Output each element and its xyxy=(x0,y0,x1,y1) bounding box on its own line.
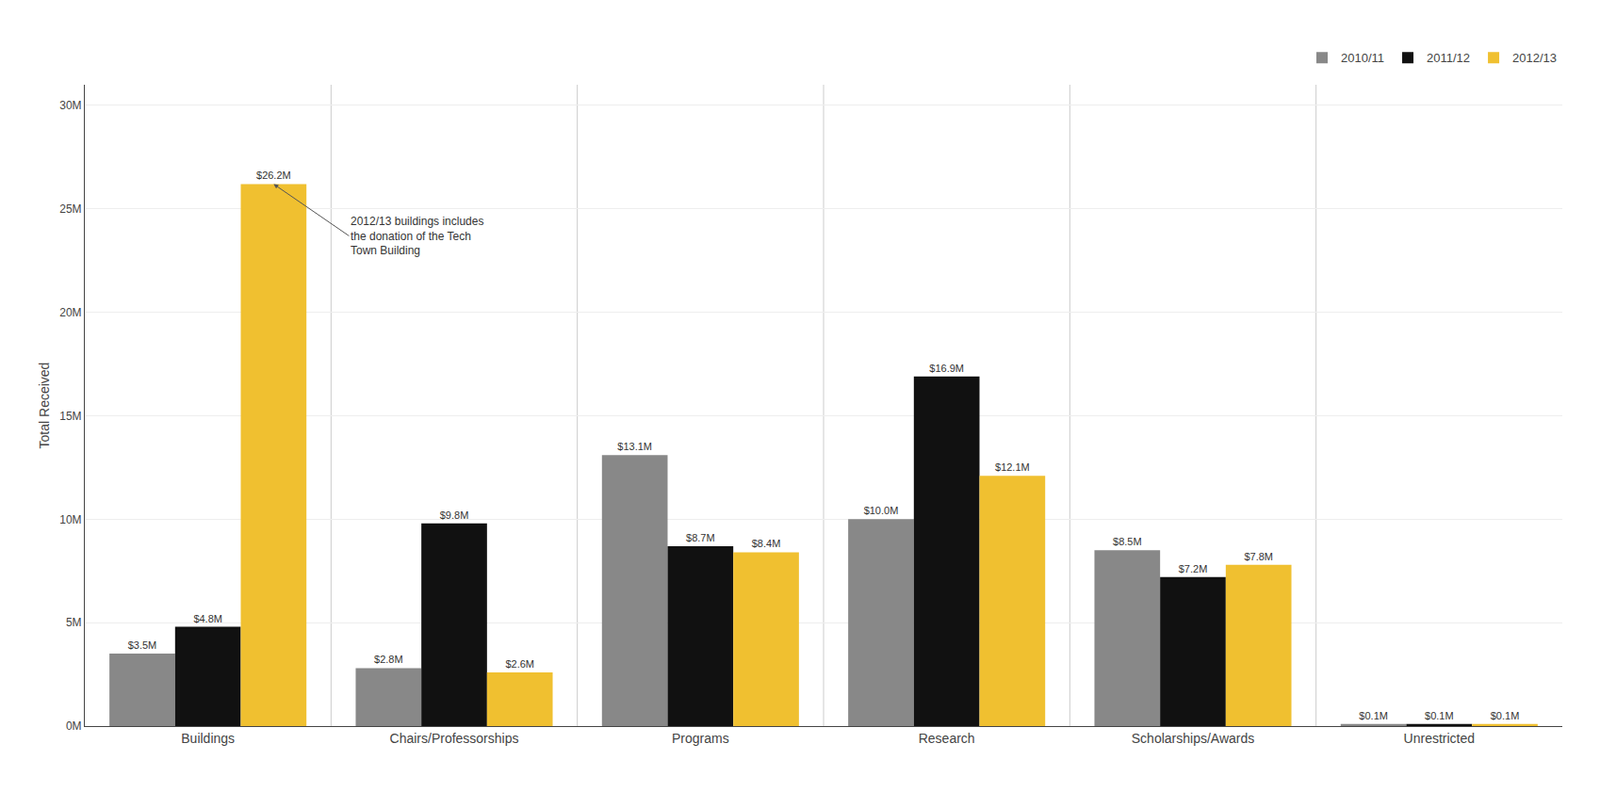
svg-text:$0.1M: $0.1M xyxy=(1424,710,1454,722)
svg-text:$2.6M: $2.6M xyxy=(505,658,535,670)
svg-text:$4.8M: $4.8M xyxy=(193,613,223,625)
svg-text:Programs: Programs xyxy=(671,731,730,747)
svg-text:25M: 25M xyxy=(59,202,82,216)
svg-text:Unrestricted: Unrestricted xyxy=(1404,731,1475,747)
svg-text:$0.1M: $0.1M xyxy=(1358,710,1388,722)
svg-text:2010/11: 2010/11 xyxy=(1340,50,1385,66)
svg-text:Chairs/Professorships: Chairs/Professorships xyxy=(390,731,520,747)
svg-text:$12.1M: $12.1M xyxy=(995,461,1030,474)
svg-text:$2.8M: $2.8M xyxy=(374,653,404,666)
svg-text:$7.2M: $7.2M xyxy=(1178,563,1209,575)
svg-text:30M: 30M xyxy=(59,98,82,113)
svg-text:2012/13 buildings includesthe: 2012/13 buildings includesthe donation o… xyxy=(350,214,484,258)
svg-text:20M: 20M xyxy=(59,306,82,320)
svg-text:10M: 10M xyxy=(59,513,82,527)
svg-text:Scholarships/Awards: Scholarships/Awards xyxy=(1131,731,1255,747)
svg-text:$8.4M: $8.4M xyxy=(751,538,782,550)
svg-text:$13.1M: $13.1M xyxy=(617,440,653,453)
svg-text:$9.8M: $9.8M xyxy=(440,509,470,522)
svg-text:$8.5M: $8.5M xyxy=(1112,536,1143,548)
svg-text:2011/12: 2011/12 xyxy=(1426,50,1470,66)
svg-text:$26.2M: $26.2M xyxy=(256,169,292,181)
svg-text:$7.8M: $7.8M xyxy=(1243,551,1274,563)
svg-text:15M: 15M xyxy=(59,409,82,424)
svg-text:2012/13: 2012/13 xyxy=(1512,50,1557,66)
svg-text:$10.0M: $10.0M xyxy=(864,505,899,517)
svg-text:Research: Research xyxy=(918,731,976,747)
svg-text:$16.9M: $16.9M xyxy=(929,362,964,375)
svg-text:Total Received: Total Received xyxy=(36,362,52,450)
svg-text:0M: 0M xyxy=(65,719,82,734)
svg-text:$8.7M: $8.7M xyxy=(685,532,716,544)
svg-text:$3.5M: $3.5M xyxy=(128,639,158,652)
svg-text:$0.1M: $0.1M xyxy=(1490,710,1520,722)
svg-text:Buildings: Buildings xyxy=(180,731,235,747)
svg-text:5M: 5M xyxy=(65,616,82,630)
